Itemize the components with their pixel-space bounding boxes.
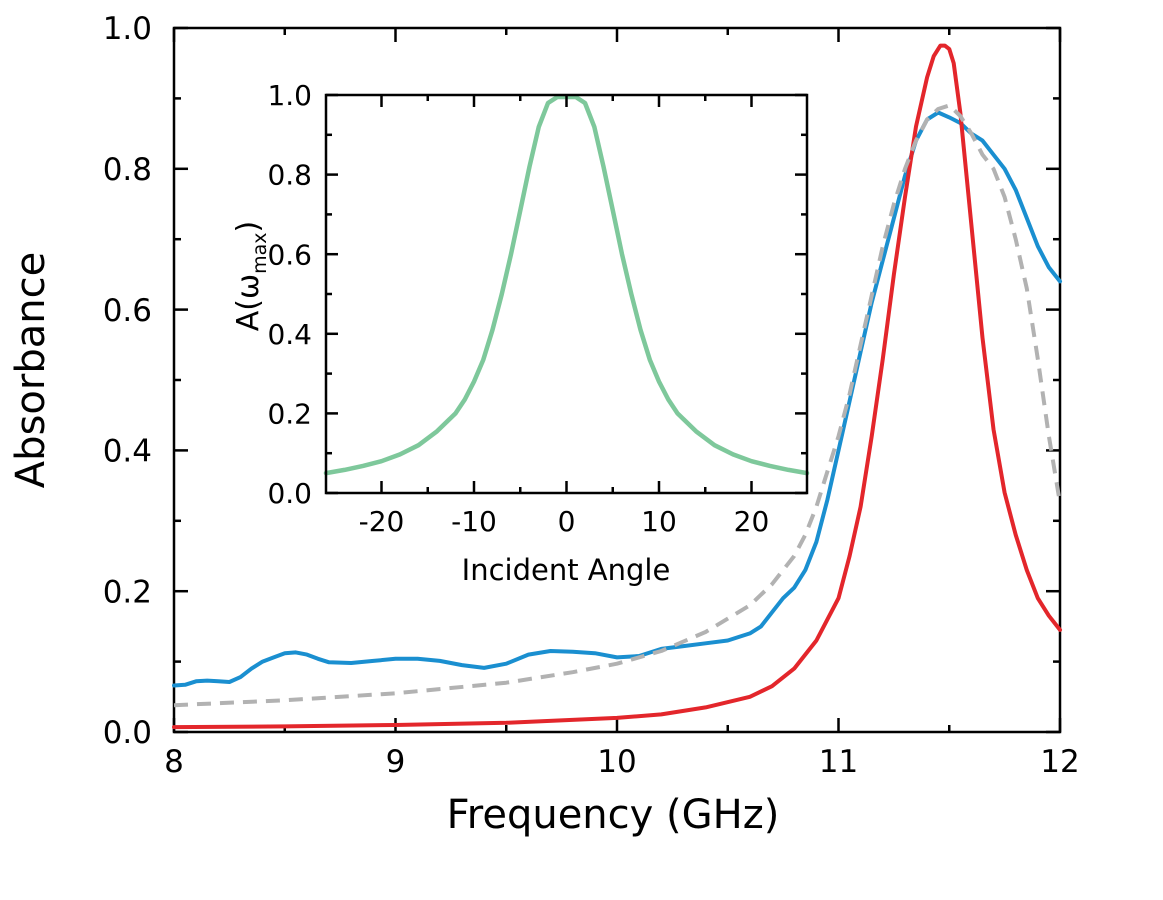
main-y-tick-label: 1.0 xyxy=(103,11,152,47)
main-y-tick-label: 0.2 xyxy=(103,574,152,610)
inset-y-axis-label: A(ωmax) xyxy=(231,221,271,331)
inset-x-tick-label: 10 xyxy=(641,505,677,538)
main-y-axis-label: Absorbance xyxy=(8,252,54,488)
inset-y-tick-label: 0.2 xyxy=(267,397,312,430)
inset-y-axis-label-main: A(ω xyxy=(231,274,266,331)
inset-background xyxy=(326,95,807,493)
inset-x-tick-label: 0 xyxy=(558,505,576,538)
main-series-fit-line xyxy=(173,103,1062,708)
inset-y-tick-label: 1.0 xyxy=(267,79,312,112)
inset-y-tick-label: 0.8 xyxy=(267,159,312,192)
main-series-measured-line xyxy=(172,110,1062,688)
main-axis-ticks: 8 9 10 11 12 0.0 0.2 0.4 0.6 0.8 1.0 xyxy=(103,11,1080,780)
inset-x-axis-label: Incident Angle xyxy=(462,553,671,587)
inset-x-tick-label: -10 xyxy=(451,505,497,538)
inset-y-tick-label: 0.4 xyxy=(267,318,312,351)
inset-axis-ticks: -20 -10 0 10 20 0.0 0.2 0.4 0.6 0.8 1.0 xyxy=(267,79,807,538)
inset-y-tick-label: 0.0 xyxy=(267,477,312,510)
inset-x-tick-label: -20 xyxy=(359,505,405,538)
main-x-tick-label: 12 xyxy=(1040,744,1079,780)
main-x-tick-label: 8 xyxy=(164,744,184,780)
main-x-tick-label: 9 xyxy=(386,744,406,780)
main-y-tick-label: 0.6 xyxy=(103,293,152,329)
main-x-tick-label: 11 xyxy=(819,744,858,780)
inset-y-tick-label: 0.6 xyxy=(267,238,312,271)
inset-y-axis-label-close: ) xyxy=(231,221,266,233)
main-series-simulated-line xyxy=(172,43,1062,730)
main-series-group xyxy=(172,43,1062,730)
main-y-tick-label: 0.8 xyxy=(103,152,152,188)
main-x-axis-label: Frequency (GHz) xyxy=(447,792,780,838)
inset-y-axis-label-subscript: max xyxy=(249,232,271,273)
inset-x-tick-label: 20 xyxy=(734,505,770,538)
main-y-tick-label: 0.4 xyxy=(103,434,152,470)
main-y-tick-label: 0.0 xyxy=(103,715,152,751)
main-x-tick-label: 10 xyxy=(597,744,636,780)
